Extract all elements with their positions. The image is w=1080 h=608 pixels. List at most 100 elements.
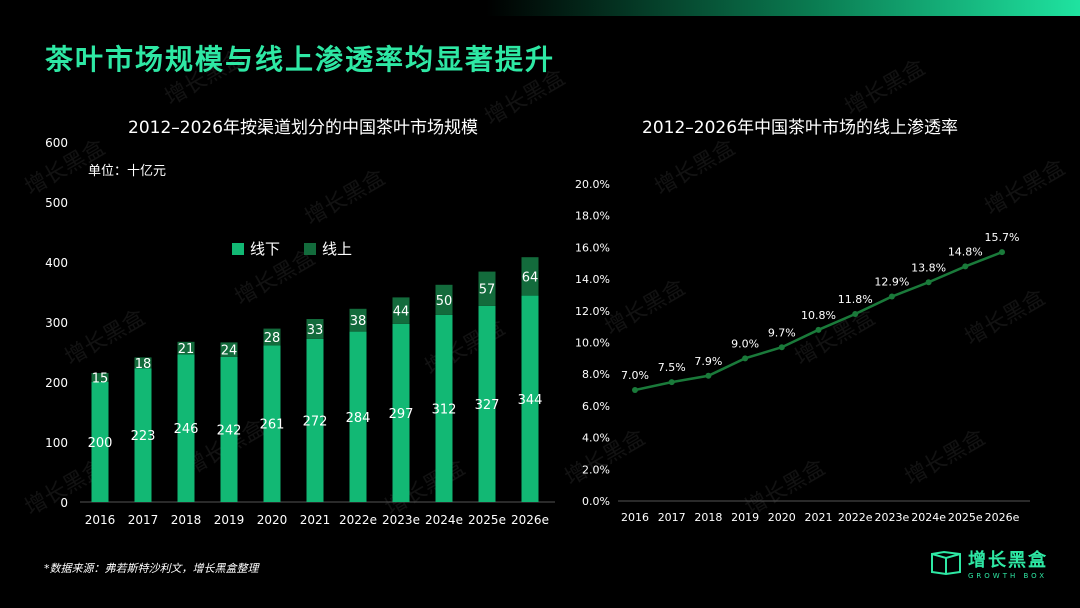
x-tick-label: 2022e bbox=[838, 511, 873, 524]
line-point-2025e bbox=[962, 263, 969, 270]
line-data-label: 11.8% bbox=[838, 293, 873, 306]
bar-legend: 线下 线上 bbox=[232, 238, 352, 259]
x-tick-label: 2018 bbox=[694, 511, 722, 524]
bar-offline-value: 312 bbox=[432, 402, 457, 417]
bar-online-value: 21 bbox=[178, 342, 195, 357]
bar-online-2019 bbox=[220, 342, 238, 357]
bar-online-2024e bbox=[435, 284, 453, 315]
x-tick-label: 2026e bbox=[511, 513, 549, 527]
bar-offline-2024e bbox=[435, 314, 453, 502]
bar-offline-2017 bbox=[134, 368, 152, 502]
line-point-2024e bbox=[925, 279, 932, 286]
line-data-label: 13.8% bbox=[911, 261, 946, 274]
bar-online-2017 bbox=[134, 357, 152, 369]
bar-online-value: 38 bbox=[350, 314, 367, 329]
y-tick-label: 8.0% bbox=[582, 368, 610, 381]
y-tick-label: 6.0% bbox=[582, 400, 610, 413]
x-tick-label: 2019 bbox=[214, 513, 245, 527]
x-tick-label: 2020 bbox=[257, 513, 288, 527]
bar-online-2025e bbox=[478, 271, 496, 306]
x-tick-label: 2018 bbox=[171, 513, 202, 527]
bar-offline-2023e bbox=[392, 323, 410, 502]
bar-offline-value: 297 bbox=[389, 407, 414, 422]
bar-online-value: 57 bbox=[479, 283, 496, 298]
bar-online-value: 24 bbox=[221, 344, 238, 359]
bar-offline-2020 bbox=[263, 345, 281, 502]
x-tick-label: 2019 bbox=[731, 511, 759, 524]
bar-online-value: 33 bbox=[307, 323, 324, 338]
bar-online-value: 44 bbox=[393, 305, 410, 320]
x-tick-label: 2016 bbox=[621, 511, 649, 524]
legend-online-swatch bbox=[304, 242, 317, 255]
data-source-note: *数据来源：弗若斯特沙利文，增长黑盒整理 bbox=[44, 562, 259, 575]
x-tick-label: 2020 bbox=[768, 511, 796, 524]
bar-offline-2018 bbox=[177, 354, 195, 502]
bar-offline-value: 223 bbox=[131, 429, 156, 444]
bar-offline-value: 200 bbox=[88, 436, 113, 451]
bar-online-2020 bbox=[263, 328, 281, 346]
y-tick-label: 600 bbox=[45, 136, 68, 150]
x-tick-label: 2024e bbox=[911, 511, 946, 524]
legend-offline-swatch bbox=[232, 242, 244, 255]
line-data-label: 12.9% bbox=[874, 276, 909, 289]
y-tick-label: 14.0% bbox=[575, 273, 610, 286]
bar-offline-2019 bbox=[220, 356, 238, 502]
x-tick-label: 2021 bbox=[805, 511, 833, 524]
y-tick-label: 2.0% bbox=[582, 463, 610, 476]
bar-online-value: 15 bbox=[92, 372, 109, 387]
line-data-label: 14.8% bbox=[948, 245, 983, 258]
y-tick-label: 20.0% bbox=[575, 178, 610, 191]
bar-offline-value: 242 bbox=[217, 423, 242, 438]
line-point-2026e bbox=[999, 249, 1005, 256]
x-tick-label: 2025e bbox=[948, 511, 983, 524]
x-tick-label: 2021 bbox=[300, 513, 331, 527]
y-tick-label: 0.0% bbox=[582, 495, 610, 508]
line-point-2017 bbox=[668, 379, 675, 386]
y-tick-label: 300 bbox=[45, 316, 68, 330]
y-tick-label: 4.0% bbox=[582, 432, 610, 445]
bar-online-value: 64 bbox=[522, 270, 539, 285]
line-data-label: 9.0% bbox=[731, 337, 759, 350]
brand-logo: 增长黑盒 GROWTH BOX bbox=[930, 546, 1048, 580]
bar-online-value: 28 bbox=[264, 331, 281, 346]
page-title: 茶叶市场规模与线上渗透率均显著提升 bbox=[45, 43, 556, 76]
line-data-label: 9.7% bbox=[768, 326, 796, 339]
bar-online-2018 bbox=[177, 341, 195, 355]
bar-online-2022e bbox=[349, 308, 367, 332]
bar-online-value: 18 bbox=[135, 357, 152, 372]
bar-online-2023e bbox=[392, 297, 410, 324]
bar-online-value: 50 bbox=[436, 294, 453, 309]
x-tick-label: 2023e bbox=[875, 511, 910, 524]
bar-offline-2016 bbox=[91, 382, 109, 502]
line-data-label: 15.7% bbox=[985, 231, 1020, 244]
bar-online-2026e bbox=[521, 257, 539, 296]
bar-offline-2021 bbox=[306, 338, 324, 502]
y-tick-label: 200 bbox=[45, 376, 68, 390]
y-tick-label: 100 bbox=[45, 436, 68, 450]
line-point-2016 bbox=[632, 387, 638, 394]
x-tick-label: 2024e bbox=[425, 513, 463, 527]
box-logo-icon bbox=[931, 550, 961, 576]
line-point-2021 bbox=[815, 326, 822, 333]
line-data-label: 10.8% bbox=[801, 309, 836, 322]
line-point-2018 bbox=[705, 372, 712, 379]
bar-offline-value: 246 bbox=[174, 422, 199, 437]
x-tick-label: 2017 bbox=[128, 513, 159, 527]
top-accent-bar bbox=[0, 0, 1080, 16]
line-chart: 0.0% 2.0% 4.0% 6.0% 8.0% 10.0% 12.0% 14.0% 16.0%… bbox=[575, 178, 1030, 524]
line-chart-title: 2012–2026年中国茶叶市场的线上渗透率 bbox=[642, 118, 959, 138]
legend-online-label: 线上 bbox=[322, 240, 353, 258]
bar-offline-value: 272 bbox=[303, 414, 328, 429]
brand-sub: GROWTH BOX bbox=[968, 572, 1048, 580]
y-tick-label: 18.0% bbox=[575, 210, 610, 223]
y-tick-label: 500 bbox=[45, 196, 68, 210]
bar-offline-value: 284 bbox=[346, 411, 371, 426]
bar-chart-title: 2012–2026年按渠道划分的中国茶叶市场规模 bbox=[128, 118, 479, 138]
x-tick-label: 2016 bbox=[85, 513, 116, 527]
bar-offline-value: 327 bbox=[475, 398, 500, 413]
y-tick-label: 10.0% bbox=[575, 337, 610, 350]
bar-offline-value: 261 bbox=[260, 418, 285, 433]
unit-label: 单位：十亿元 bbox=[88, 164, 167, 179]
bar-offline-2022e bbox=[349, 331, 367, 502]
y-tick-label: 16.0% bbox=[575, 241, 610, 254]
